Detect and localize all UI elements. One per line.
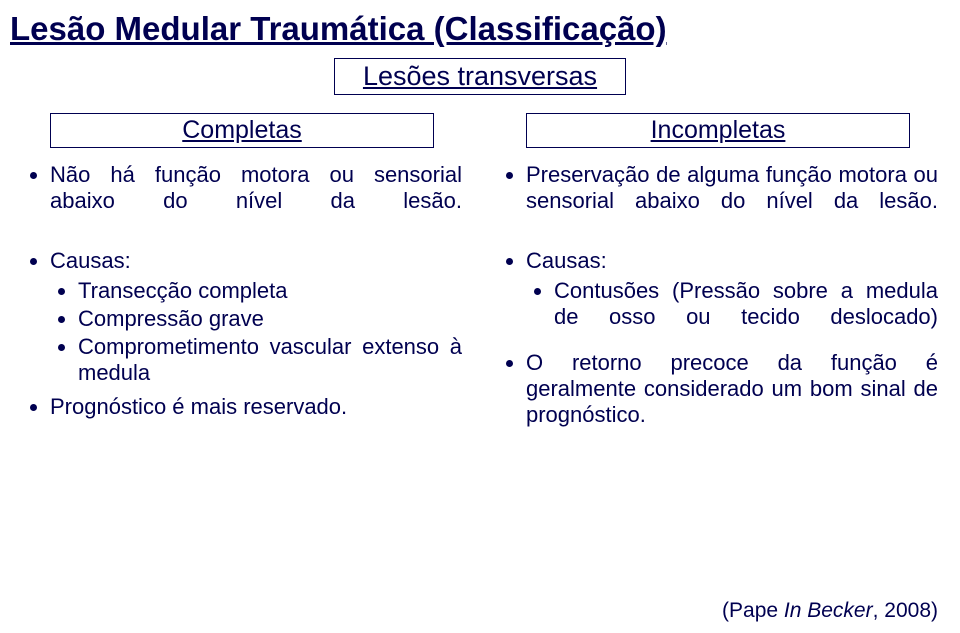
left-cause-item-text: Comprometimento vascular extenso à medul… [78, 334, 462, 386]
columns: Completas Não há função motora ou sensor… [0, 113, 960, 432]
column-right: Incompletas Preservação de alguma função… [498, 113, 938, 432]
right-prognosis: O retorno precoce da função é geralmente… [526, 350, 938, 428]
left-main-point: Não há função motora ou sensorial abaixo… [50, 162, 462, 214]
left-cause-item: Comprometimento vascular extenso à medul… [78, 334, 462, 386]
left-prognosis: Prognóstico é mais reservado. [50, 394, 462, 420]
right-cause-item: Contusões (Pressão sobre a medula de oss… [554, 278, 938, 330]
citation-post: , 2008) [873, 599, 938, 622]
left-causes-sublist: Transecção completa Compressão grave Com… [50, 278, 462, 386]
left-causes-list: Causas: Transecção completa Compressão g… [22, 248, 462, 420]
left-cause-item: Compressão grave [78, 306, 462, 332]
column-left: Completas Não há função motora ou sensor… [22, 113, 462, 432]
right-header: Incompletas [526, 113, 910, 148]
right-causes-label-text: Causas: [526, 248, 607, 273]
right-main-point: Preservação de alguma função motora ou s… [526, 162, 938, 214]
right-causes-sublist: Contusões (Pressão sobre a medula de oss… [526, 278, 938, 330]
left-main-list: Não há função motora ou sensorial abaixo… [22, 162, 462, 214]
left-causes-label-text: Causas: [50, 248, 131, 273]
citation-pre: (Pape [722, 599, 784, 622]
right-causes-list: Causas: Contusões (Pressão sobre a medul… [498, 248, 938, 428]
left-header: Completas [50, 113, 434, 148]
page-title: Lesão Medular Traumática (Classificação) [0, 0, 960, 48]
right-prognosis-text: O retorno precoce da função é geralmente… [526, 350, 938, 428]
right-causes-label: Causas: Contusões (Pressão sobre a medul… [526, 248, 938, 330]
citation-ital: In Becker [784, 599, 873, 622]
right-cause-item-text: Contusões (Pressão sobre a medula de oss… [554, 278, 938, 330]
subtitle-box: Lesões transversas [334, 58, 626, 95]
left-causes-label: Causas: Transecção completa Compressão g… [50, 248, 462, 386]
right-main-list: Preservação de alguma função motora ou s… [498, 162, 938, 214]
left-cause-item: Transecção completa [78, 278, 462, 304]
citation: (Pape In Becker, 2008) [722, 599, 938, 623]
